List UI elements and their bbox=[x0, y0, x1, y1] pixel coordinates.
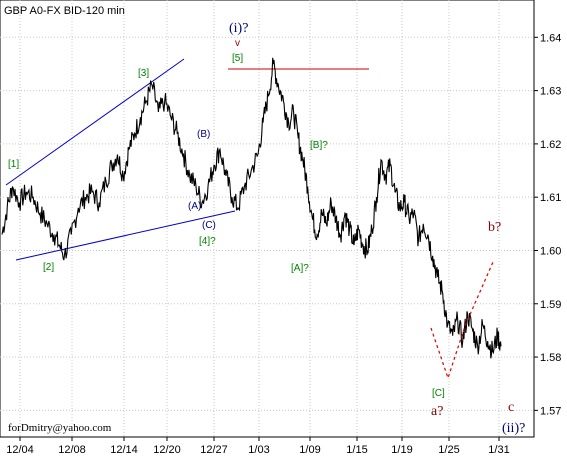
chart-credit: forDmitry@yahoo.com bbox=[8, 422, 112, 434]
plot-frame bbox=[0, 0, 535, 438]
x-axis: 12/04 12/08 12/14 12/20 12/27 1/03 1/09 1/15 1/1… bbox=[6, 437, 510, 456]
wave-label-5: [5] bbox=[232, 53, 243, 64]
wave-label-C-bracket: [C] bbox=[432, 388, 445, 399]
y-tick-label: 1.64 bbox=[540, 32, 561, 44]
chart-title: GBP A0-FX BID-120 min bbox=[4, 5, 125, 17]
wave-label-c: c bbox=[508, 400, 514, 415]
wave-label-C-paren: (C) bbox=[202, 220, 216, 231]
y-tick-label: 1.63 bbox=[540, 86, 561, 98]
x-tick-label: 1/15 bbox=[346, 444, 367, 456]
x-tick-label: 12/27 bbox=[200, 444, 228, 456]
wave-label-2: [2] bbox=[43, 262, 54, 273]
x-tick-label: 12/20 bbox=[153, 444, 181, 456]
grid bbox=[0, 0, 534, 437]
y-tick-label: 1.57 bbox=[540, 405, 561, 417]
lower-channel-line bbox=[15, 210, 236, 261]
wave-label-a: a? bbox=[431, 404, 443, 419]
y-tick-label: 1.60 bbox=[540, 245, 561, 257]
wave-label-b: b? bbox=[488, 220, 501, 235]
x-tick-label: 1/31 bbox=[488, 444, 509, 456]
wave-label-1: [1] bbox=[8, 159, 19, 170]
x-tick-label: 1/03 bbox=[248, 444, 269, 456]
wave-label-A-paren: (A) bbox=[188, 201, 201, 212]
wave-label-ii: (ii)? bbox=[502, 421, 525, 436]
x-tick-label: 1/09 bbox=[299, 444, 320, 456]
price-series-line bbox=[1, 57, 502, 359]
upper-channel-line bbox=[5, 58, 185, 186]
y-tick-label: 1.58 bbox=[540, 352, 561, 364]
wave-label-B-paren: (B) bbox=[197, 129, 210, 140]
y-tick-label: 1.61 bbox=[540, 192, 561, 204]
y-tick-label: 1.62 bbox=[540, 139, 561, 151]
x-tick-label: 1/19 bbox=[391, 444, 412, 456]
x-tick-label: 12/08 bbox=[58, 444, 86, 456]
y-axis: 1.64 1.63 1.62 1.61 1.60 1.59 1.58 1.57 bbox=[534, 32, 561, 417]
wave-label-3: [3] bbox=[138, 68, 149, 79]
x-tick-label: 1/25 bbox=[438, 444, 459, 456]
projection-path bbox=[430, 261, 494, 380]
x-tick-label: 12/14 bbox=[110, 444, 138, 456]
y-tick-label: 1.59 bbox=[540, 299, 561, 311]
x-tick-label: 12/04 bbox=[6, 444, 34, 456]
wave-label-B-bracket: [B]? bbox=[310, 140, 328, 151]
wave-label-A-bracket: [A]? bbox=[291, 263, 309, 274]
wave-label-i-marker: v bbox=[235, 38, 240, 49]
wave-label-i: (i)? bbox=[229, 21, 248, 36]
wave-label-4: [4]? bbox=[199, 236, 216, 247]
